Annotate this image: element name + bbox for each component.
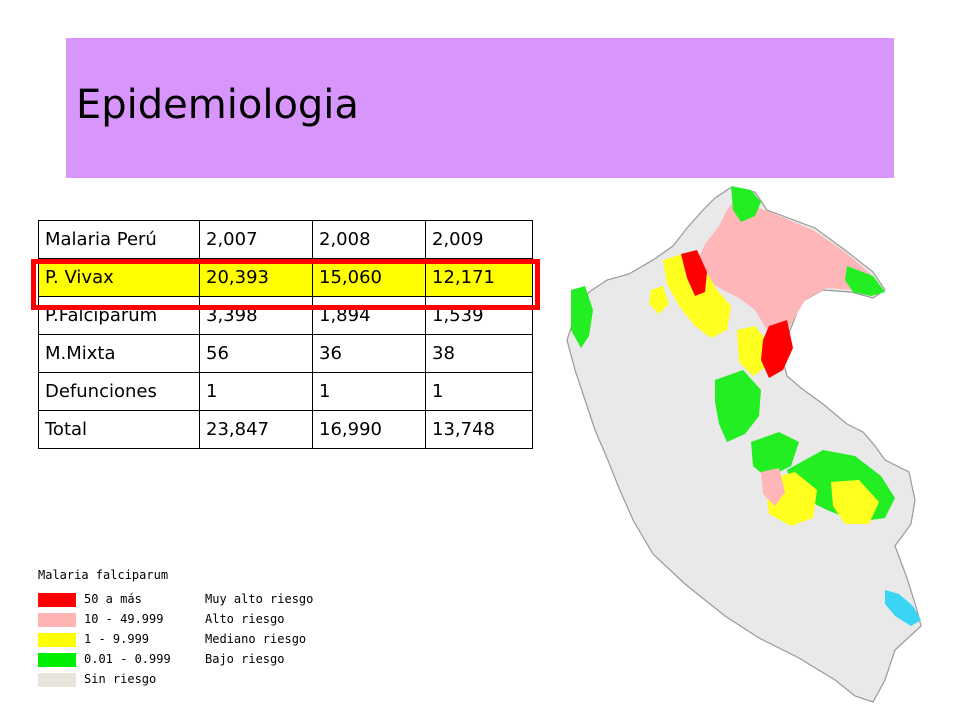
- legend-item: Sin riesgo: [38, 672, 348, 690]
- table-cell: 16,990: [312, 410, 426, 449]
- legend-swatch: [38, 653, 76, 667]
- table-cell: 3,398: [199, 296, 313, 335]
- legend-item: 50 a más Muy alto riesgo: [38, 592, 348, 610]
- table-cell: 2,007: [199, 220, 313, 259]
- peru-map: [566, 186, 922, 703]
- table-cell: 1: [199, 372, 313, 411]
- table-cell: 23,847: [199, 410, 313, 449]
- legend-desc: Muy alto riesgo: [205, 592, 314, 606]
- legend-item: 0.01 - 0.999 Bajo riesgo: [38, 652, 348, 670]
- table-cell: Total: [38, 410, 200, 449]
- title-banner: Epidemiologia: [66, 38, 894, 178]
- mediano-riesgo-se: [831, 480, 879, 524]
- table-row-highlighted: P. Vivax 20,393 15,060 12,171: [38, 258, 533, 297]
- table-cell: 38: [425, 334, 533, 373]
- legend-desc: Bajo riesgo: [205, 652, 285, 666]
- table-cell: 12,171: [425, 258, 533, 297]
- map-legend: Malaria falciparum 50 a más Muy alto rie…: [38, 568, 338, 698]
- table-cell: P.Falciparum: [38, 296, 200, 335]
- legend-desc: Alto riesgo: [205, 612, 285, 626]
- table-cell: 56: [199, 334, 313, 373]
- table-cell: Malaria Perú: [38, 220, 200, 259]
- bajo-riesgo-west: [571, 286, 593, 348]
- bajo-riesgo-center: [715, 370, 761, 442]
- table-cell: M.Mixta: [38, 334, 200, 373]
- table-cell: 2,009: [425, 220, 533, 259]
- legend-range: 50 a más: [84, 592, 142, 606]
- bajo-riesgo-east: [845, 266, 885, 296]
- malaria-table: Malaria Perú 2,007 2,008 2,009 P. Vivax …: [38, 220, 533, 449]
- table-row: Defunciones 1 1 1: [38, 372, 533, 411]
- legend-title: Malaria falciparum: [38, 568, 169, 582]
- legend-swatch: [38, 633, 76, 647]
- muy-alto-riesgo-east: [761, 320, 793, 378]
- table-header-row: Malaria Perú 2,007 2,008 2,009: [38, 220, 533, 259]
- table-cell: 1,894: [312, 296, 426, 335]
- table-cell: 20,393: [199, 258, 313, 297]
- table-cell: 1: [425, 372, 533, 411]
- table-cell: 2,008: [312, 220, 426, 259]
- legend-swatch: [38, 613, 76, 627]
- table-cell: Defunciones: [38, 372, 200, 411]
- table-cell: P. Vivax: [38, 258, 200, 297]
- legend-item: 1 - 9.999 Mediano riesgo: [38, 632, 348, 650]
- bajo-riesgo-north: [731, 186, 761, 222]
- bajo-riesgo-mid: [751, 432, 799, 478]
- table-cell: 15,060: [312, 258, 426, 297]
- table-row: Total 23,847 16,990 13,748: [38, 410, 533, 449]
- table-cell: 1: [312, 372, 426, 411]
- legend-desc: Mediano riesgo: [205, 632, 307, 646]
- page-title: Epidemiologia: [76, 82, 359, 128]
- table-cell: 13,748: [425, 410, 533, 449]
- table-cell: 36: [312, 334, 426, 373]
- table-row: P.Falciparum 3,398 1,894 1,539: [38, 296, 533, 335]
- legend-range: 0.01 - 0.999: [84, 652, 171, 666]
- legend-item: 10 - 49.999 Alto riesgo: [38, 612, 348, 630]
- lake-titicaca: [885, 590, 921, 626]
- legend-swatch: [38, 673, 76, 687]
- mediano-riesgo-west: [649, 286, 669, 314]
- legend-range: Sin riesgo: [84, 672, 157, 686]
- legend-range: 1 - 9.999: [84, 632, 150, 646]
- legend-range: 10 - 49.999: [84, 612, 164, 626]
- muy-alto-riesgo-nw: [681, 250, 707, 296]
- table-row: M.Mixta 56 36 38: [38, 334, 533, 373]
- mediano-riesgo-center: [737, 326, 769, 376]
- table-cell: 1,539: [425, 296, 533, 335]
- legend-swatch: [38, 593, 76, 607]
- alto-riesgo-center: [761, 468, 785, 506]
- alto-riesgo-north: [695, 200, 871, 346]
